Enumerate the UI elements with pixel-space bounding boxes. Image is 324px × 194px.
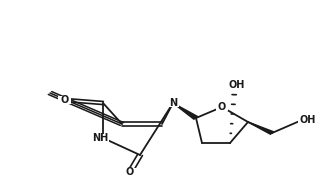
Polygon shape bbox=[248, 122, 273, 134]
FancyBboxPatch shape bbox=[58, 96, 71, 104]
Text: NH: NH bbox=[92, 133, 108, 143]
FancyBboxPatch shape bbox=[167, 99, 179, 107]
FancyBboxPatch shape bbox=[216, 103, 228, 111]
Text: OH: OH bbox=[300, 115, 316, 125]
Text: O: O bbox=[60, 95, 68, 105]
Polygon shape bbox=[173, 103, 198, 119]
Text: O: O bbox=[126, 167, 134, 177]
FancyBboxPatch shape bbox=[91, 134, 110, 142]
Text: N: N bbox=[169, 98, 177, 108]
Text: O: O bbox=[218, 102, 226, 112]
FancyBboxPatch shape bbox=[298, 116, 318, 125]
Text: OH: OH bbox=[228, 80, 245, 90]
FancyBboxPatch shape bbox=[123, 168, 136, 176]
FancyBboxPatch shape bbox=[228, 81, 244, 90]
